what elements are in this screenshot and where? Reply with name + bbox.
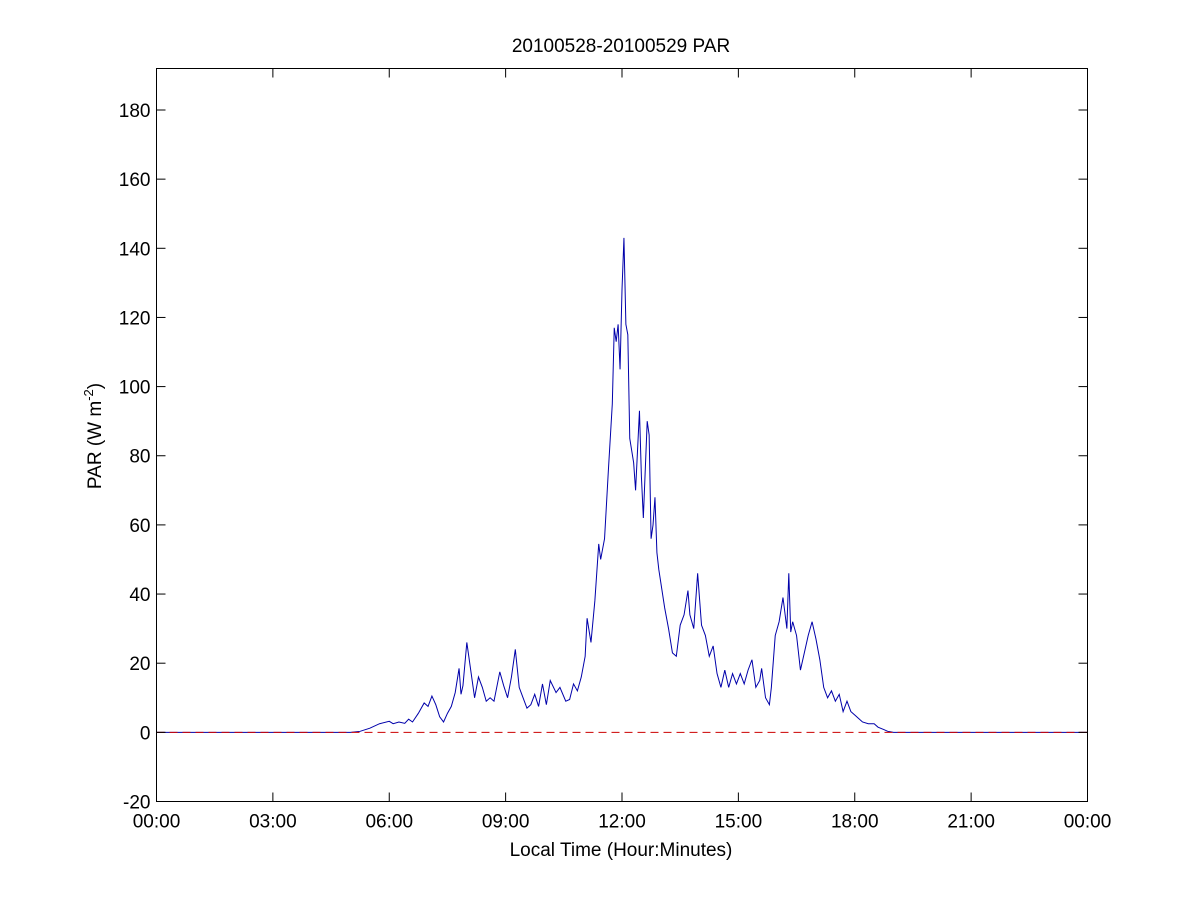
par-series-line bbox=[156, 237, 1088, 733]
y-tick-label: 160 bbox=[119, 170, 151, 191]
y-tick-label: 140 bbox=[119, 239, 151, 260]
y-tick-label: -20 bbox=[123, 793, 150, 814]
y-tick-label: 0 bbox=[140, 723, 151, 744]
x-tick-label: 12:00 bbox=[598, 812, 646, 833]
y-tick-label: 80 bbox=[129, 447, 150, 468]
x-tick-label: 21:00 bbox=[947, 812, 995, 833]
x-tick-label: 00:00 bbox=[1064, 812, 1112, 833]
ticks-layer: 00:00 03:00 06:00 09:00 12:00 15:00 18:00 21:00… bbox=[119, 68, 1112, 833]
y-tick-label: 40 bbox=[129, 585, 150, 606]
x-axis-label: Local Time (Hour:Minutes) bbox=[510, 840, 733, 861]
y-axis-label-tail: ) bbox=[85, 383, 106, 389]
x-tick-label: 06:00 bbox=[365, 812, 413, 833]
y-tick-label: 100 bbox=[119, 378, 151, 399]
y-axis-label: PAR (W m-2) bbox=[81, 383, 106, 489]
y-tick-label: 20 bbox=[129, 654, 150, 675]
x-tick-label: 18:00 bbox=[831, 812, 879, 833]
x-tick-label: 03:00 bbox=[249, 812, 297, 833]
y-axis-label-base: PAR (W m bbox=[85, 401, 106, 489]
x-tick-label: 09:00 bbox=[482, 812, 530, 833]
y-axis-label-sup: -2 bbox=[81, 389, 96, 401]
x-tick-label: 00:00 bbox=[133, 812, 181, 833]
x-tick-label: 15:00 bbox=[715, 812, 763, 833]
plot-frame bbox=[156, 68, 1088, 802]
chart-title: 20100528-20100529 PAR bbox=[512, 36, 730, 57]
series-layer bbox=[156, 237, 1088, 733]
y-tick-label: 180 bbox=[119, 101, 151, 122]
y-tick-label: 60 bbox=[129, 516, 150, 537]
y-tick-label: 120 bbox=[119, 308, 151, 329]
